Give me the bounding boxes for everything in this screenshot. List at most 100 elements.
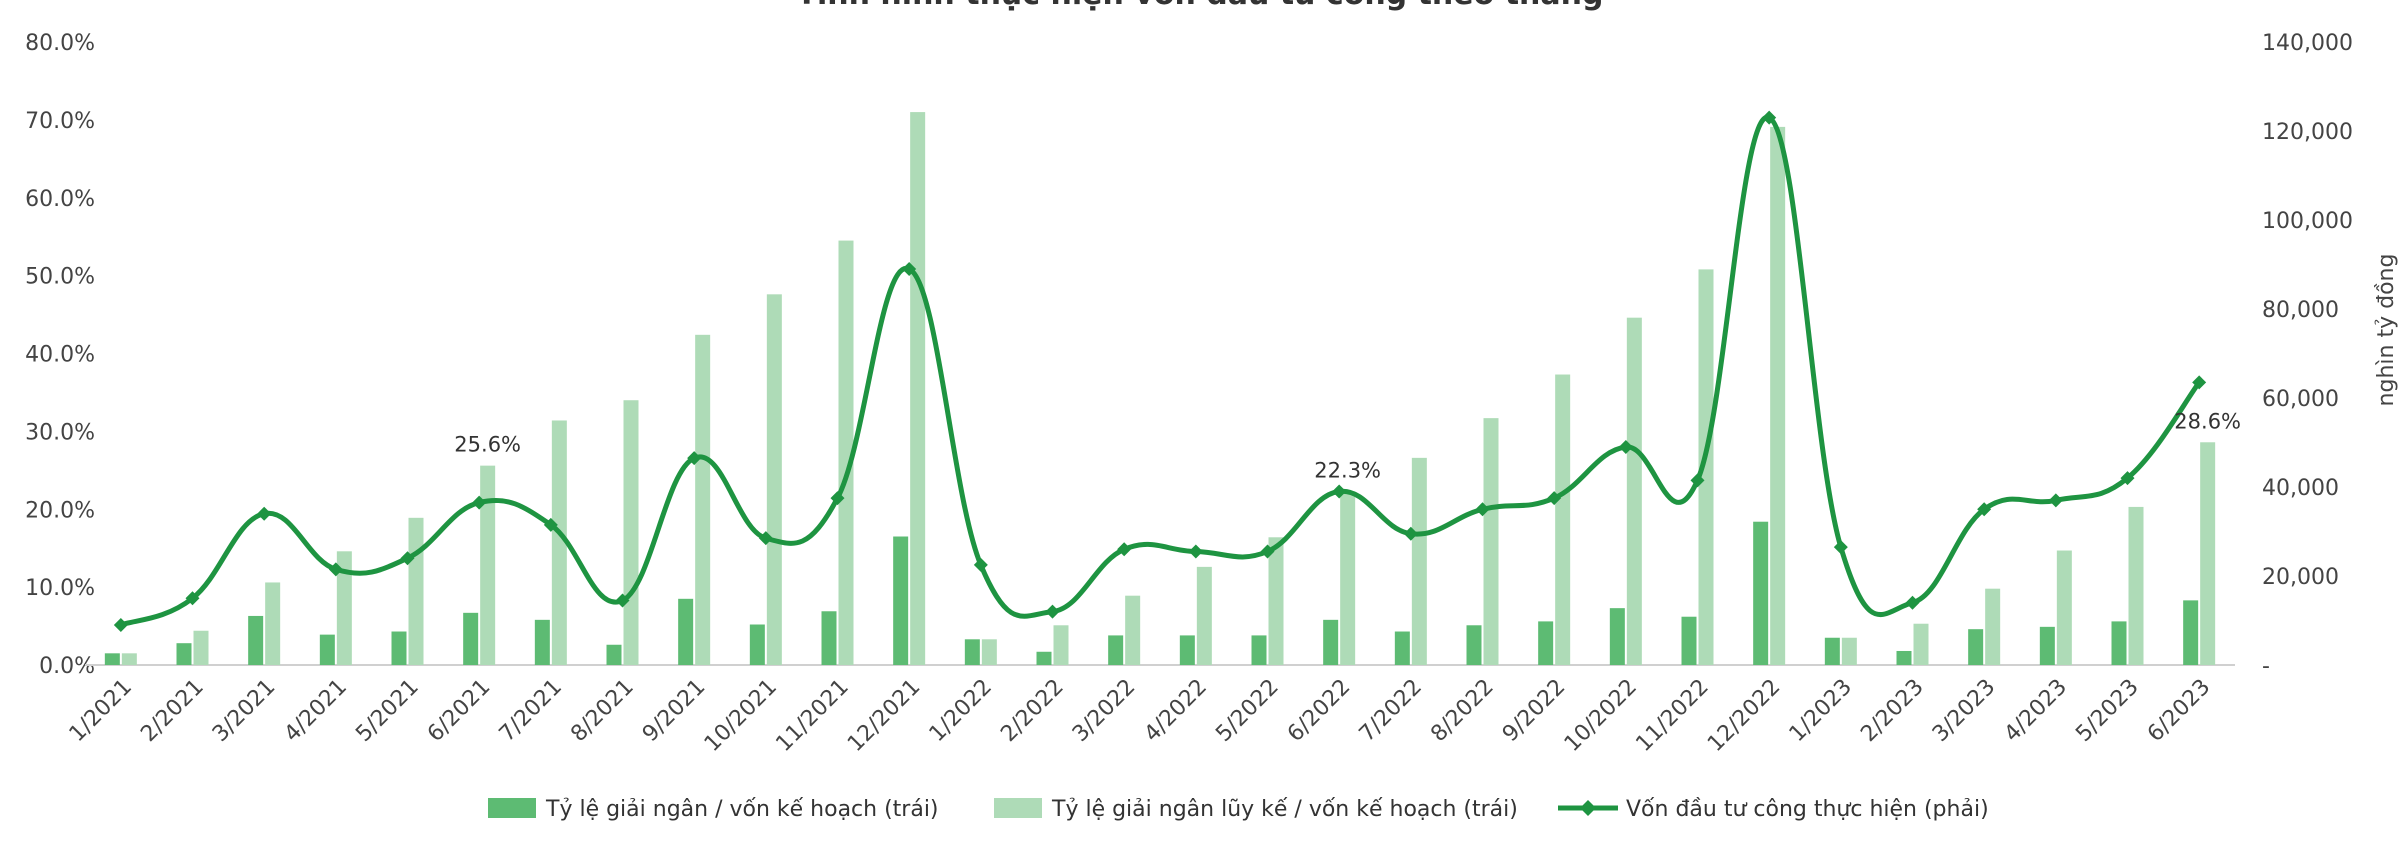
data-label: 22.3% bbox=[1314, 458, 1381, 482]
data-labels: 25.6% 22.3% 28.6% bbox=[454, 409, 2241, 482]
right-tick-label: 100,000 bbox=[2262, 209, 2353, 234]
monthly-bar bbox=[463, 612, 479, 665]
line-point-marker bbox=[1260, 544, 1275, 559]
monthly-bar bbox=[1251, 635, 1267, 665]
cumulative-bar bbox=[1913, 623, 1929, 665]
right-tick-label: 120,000 bbox=[2262, 120, 2353, 145]
line-point-marker bbox=[1045, 604, 1060, 619]
left-tick-label: 40.0% bbox=[25, 343, 95, 368]
monthly-bar bbox=[391, 631, 407, 665]
monthly-bar bbox=[104, 653, 120, 665]
monthly-bar bbox=[176, 643, 192, 665]
legend-swatch-monthly bbox=[488, 798, 536, 818]
left-tick-label: 10.0% bbox=[25, 576, 95, 601]
cumulative-bar bbox=[766, 294, 782, 665]
left-tick-label: 60.0% bbox=[25, 187, 95, 212]
monthly-bar bbox=[606, 644, 622, 665]
x-tick-label: 11/2021 bbox=[771, 675, 853, 757]
cumulative-bar bbox=[981, 639, 997, 665]
line-point-marker bbox=[973, 557, 988, 572]
line-point-marker bbox=[1332, 484, 1347, 499]
cumulative-bar bbox=[408, 517, 424, 665]
right-tick-label: - bbox=[2262, 654, 2270, 679]
monthly-bar bbox=[1538, 621, 1554, 665]
x-tick-label: 5/2022 bbox=[1211, 675, 1283, 747]
line-point-marker bbox=[1905, 595, 1920, 610]
x-tick-label: 10/2022 bbox=[1560, 675, 1642, 757]
x-tick-label: 12/2022 bbox=[1703, 675, 1785, 757]
x-tick-label: 10/2021 bbox=[700, 675, 782, 757]
legend-swatch-cumulative bbox=[994, 798, 1042, 818]
monthly-bar bbox=[1108, 635, 1124, 665]
monthly-bar bbox=[1179, 635, 1195, 665]
line-point-marker bbox=[472, 495, 487, 510]
line-point-marker bbox=[1762, 110, 1777, 125]
line-point-marker bbox=[830, 491, 845, 506]
x-tick-label: 3/2022 bbox=[1068, 675, 1140, 747]
legend-label-cumulative: Tỷ lệ giải ngân lũy kế / vốn kế hoạch (t… bbox=[1051, 797, 1518, 822]
cumulative-bar bbox=[838, 240, 854, 666]
cumulative-bar bbox=[480, 465, 496, 665]
monthly-bar bbox=[1681, 616, 1697, 665]
x-tick-label: 4/2021 bbox=[280, 675, 352, 747]
investment-line-layer bbox=[113, 110, 2207, 632]
line-point-marker bbox=[1117, 542, 1132, 557]
right-tick-label: 140,000 bbox=[2262, 31, 2353, 56]
monthly-bar bbox=[2039, 626, 2055, 665]
line-point-marker bbox=[1403, 526, 1418, 541]
x-tick-label: 5/2023 bbox=[2071, 675, 2143, 747]
x-tick-label: 5/2021 bbox=[351, 675, 423, 747]
monthly-bar bbox=[1323, 619, 1339, 665]
legend: Tỷ lệ giải ngân / vốn kế hoạch (trái) Tỷ … bbox=[488, 797, 1989, 822]
left-axis-ticks: 0.0% 10.0% 20.0% 30.0% 40.0% 50.0% 60.0% 70.0% 8… bbox=[25, 31, 95, 679]
x-tick-label: 2/2023 bbox=[1856, 675, 1928, 747]
x-tick-label: 8/2022 bbox=[1426, 675, 1498, 747]
monthly-bar bbox=[534, 619, 550, 665]
monthly-bar bbox=[1896, 650, 1912, 665]
cumulative-bar bbox=[1268, 537, 1284, 665]
cumulative-bar bbox=[1698, 269, 1714, 665]
cumulative-bar bbox=[623, 400, 639, 665]
x-tick-label: 6/2022 bbox=[1283, 675, 1355, 747]
x-tick-label: 12/2021 bbox=[843, 675, 925, 757]
line-point-marker bbox=[400, 551, 415, 566]
x-tick-label: 1/2023 bbox=[1785, 675, 1857, 747]
monthly-bar bbox=[2183, 600, 2199, 665]
line-point-marker bbox=[1618, 439, 1633, 454]
line-point-marker bbox=[2048, 493, 2063, 508]
monthly-bar bbox=[319, 634, 335, 665]
right-tick-label: 60,000 bbox=[2262, 387, 2339, 412]
x-tick-label: 3/2021 bbox=[208, 675, 280, 747]
cumulative-bar bbox=[910, 112, 926, 665]
line-point-marker bbox=[2120, 471, 2135, 486]
left-tick-label: 20.0% bbox=[25, 498, 95, 523]
monthly-bar bbox=[893, 536, 909, 665]
line-point-marker bbox=[257, 506, 272, 521]
x-tick-label: 4/2022 bbox=[1140, 675, 1212, 747]
line-point-marker bbox=[328, 562, 343, 577]
line-point-marker bbox=[1977, 502, 1992, 517]
x-tick-label: 3/2023 bbox=[1928, 675, 2000, 747]
monthly-bars bbox=[104, 521, 2199, 665]
x-tick-label: 9/2021 bbox=[638, 675, 710, 747]
x-tick-label: 1/2022 bbox=[925, 675, 997, 747]
line-point-marker bbox=[113, 617, 128, 632]
cumulative-bar bbox=[1196, 566, 1212, 665]
monthly-bar bbox=[1394, 631, 1410, 665]
monthly-bar bbox=[1753, 521, 1769, 665]
cumulative-bar bbox=[1053, 625, 1069, 665]
line-point-marker bbox=[2192, 375, 2207, 390]
right-axis-title: nghìn tỷ đồng bbox=[2374, 254, 2399, 407]
cumulative-bars bbox=[121, 112, 2216, 666]
cumulative-bar bbox=[1770, 126, 1786, 666]
cumulative-bar bbox=[1411, 457, 1427, 665]
line-point-marker bbox=[1833, 540, 1848, 555]
monthly-bar bbox=[749, 624, 765, 665]
cumulative-bar bbox=[336, 551, 352, 665]
x-tick-label: 8/2021 bbox=[566, 675, 638, 747]
cumulative-bar bbox=[1340, 491, 1356, 665]
cumulative-bar bbox=[1626, 317, 1642, 665]
line-point-marker bbox=[615, 593, 630, 608]
cumulative-bar bbox=[265, 582, 281, 665]
